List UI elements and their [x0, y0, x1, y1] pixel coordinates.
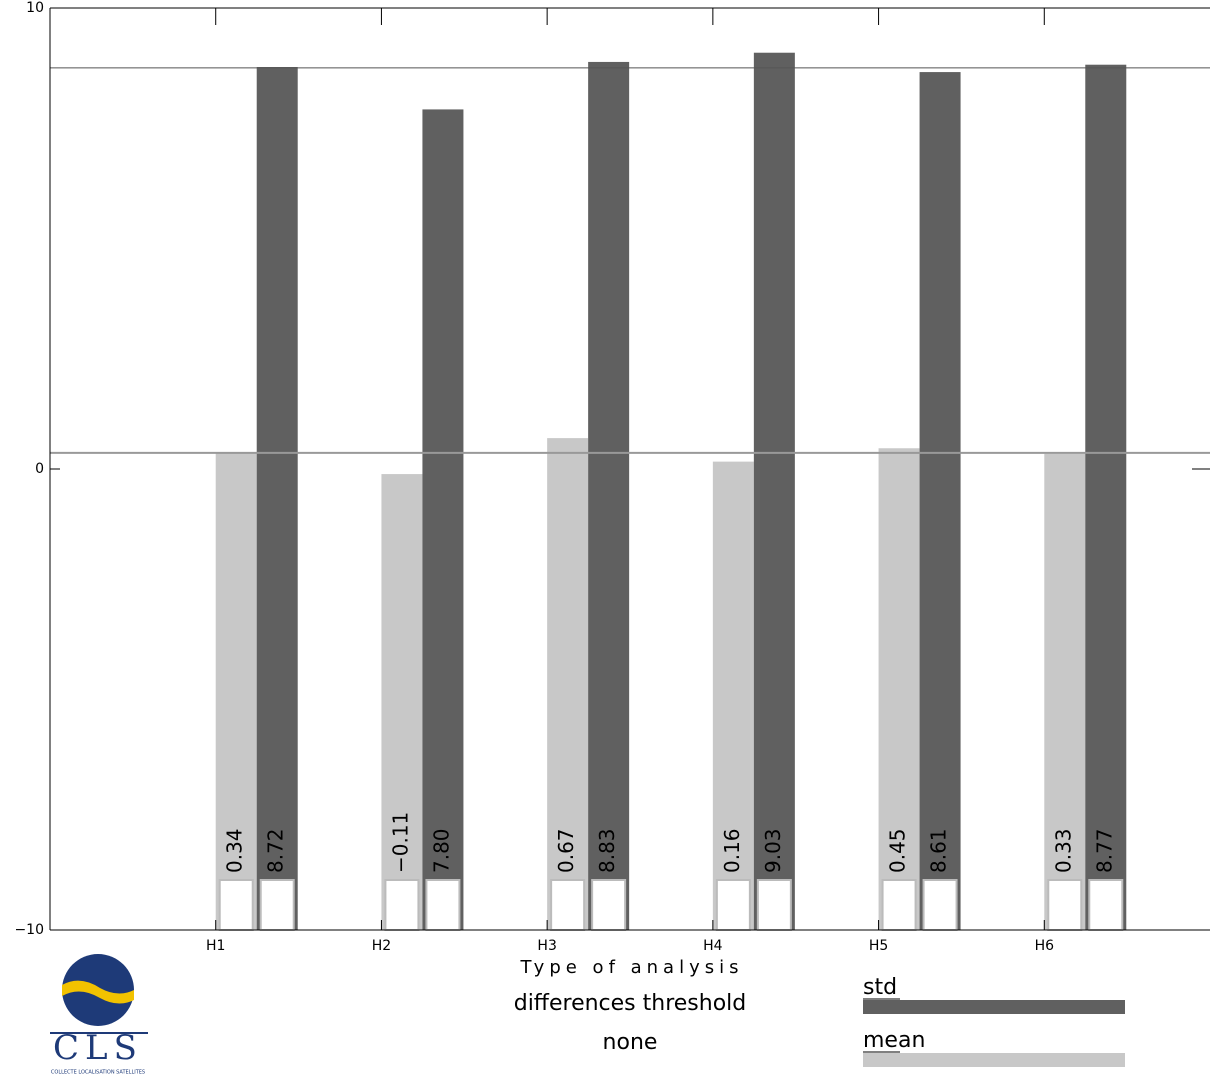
value-label-box	[218, 879, 254, 931]
bar	[1085, 64, 1127, 930]
value-label: 0.16	[720, 828, 744, 873]
legend-label: mean	[863, 1028, 925, 1053]
value-label: 8.61	[927, 828, 951, 873]
bar	[422, 109, 464, 931]
value-label: −0.11	[388, 812, 412, 873]
logo-text: CLS	[53, 1028, 143, 1068]
value-label-box	[1088, 879, 1124, 931]
legend-label: std	[863, 975, 897, 1000]
value-label: 7.80	[429, 828, 453, 873]
value-label-box	[1047, 879, 1083, 931]
bar	[753, 52, 795, 931]
value-label-box	[881, 879, 917, 931]
bar	[256, 67, 298, 931]
value-label-box	[715, 879, 751, 931]
logo: CLS COLLECTE LOCALISATION SATELLITES	[50, 954, 148, 1076]
value-label-box	[922, 879, 958, 931]
value-label-box	[550, 879, 586, 931]
value-label: 0.67	[554, 828, 578, 873]
x-tick-label: H1	[206, 938, 225, 954]
bar	[588, 61, 630, 930]
value-label: 9.03	[761, 828, 785, 873]
legend-swatch	[863, 1053, 1125, 1067]
bar	[215, 453, 257, 930]
x-tick-label: H3	[537, 938, 556, 954]
value-label-box	[259, 879, 295, 931]
bar	[712, 461, 754, 930]
value-label: 8.83	[595, 828, 619, 873]
y-tick-label: 10	[26, 0, 44, 16]
y-tick-label: 0	[35, 461, 44, 477]
value-label-box	[384, 879, 420, 931]
bar	[878, 448, 920, 930]
legend-swatch	[863, 1000, 1125, 1014]
bar	[381, 474, 423, 930]
logo-wave	[62, 980, 134, 1004]
subtitle: none	[603, 1030, 658, 1055]
value-label: 0.34	[223, 828, 247, 873]
subtitle: differences threshold	[514, 991, 747, 1016]
value-label: 0.33	[1051, 828, 1075, 873]
x-axis-label: Type of analysis	[519, 957, 743, 978]
bar	[919, 72, 961, 931]
bar	[547, 438, 589, 930]
x-tick-label: H6	[1035, 938, 1055, 954]
value-label: 8.72	[264, 828, 288, 873]
y-tick-label: −10	[14, 922, 44, 938]
value-label: 0.45	[886, 828, 910, 873]
value-label-box	[591, 879, 627, 931]
x-tick-label: H4	[703, 938, 723, 954]
x-tick-label: H2	[372, 938, 391, 954]
value-label-box	[425, 879, 461, 931]
value-label: 8.77	[1092, 828, 1116, 873]
value-label-box	[756, 879, 792, 931]
bar	[1044, 453, 1086, 930]
x-tick-label: H5	[869, 938, 888, 954]
logo-subtitle: COLLECTE LOCALISATION SATELLITES	[51, 1070, 145, 1076]
